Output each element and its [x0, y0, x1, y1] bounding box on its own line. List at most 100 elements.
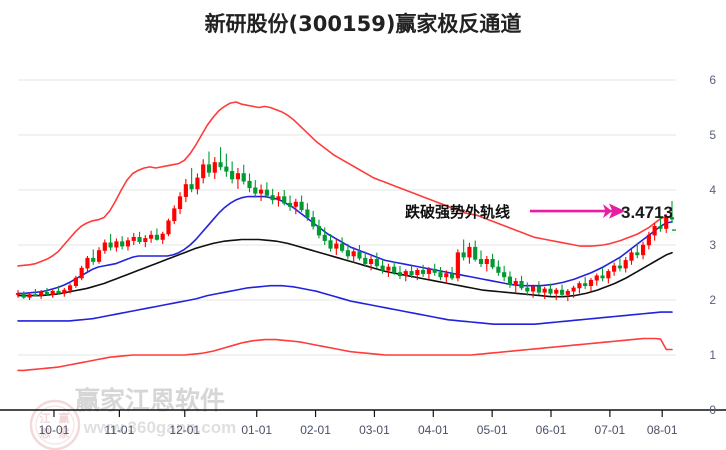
candle-body — [143, 238, 148, 242]
candle-body — [542, 288, 547, 293]
candlestick — [195, 173, 200, 195]
seal-char: 家 — [59, 426, 71, 440]
candle-body — [253, 187, 258, 194]
candle-body — [114, 241, 119, 248]
candlestick — [44, 287, 50, 296]
candlestick — [368, 256, 374, 271]
candlestick — [73, 275, 78, 288]
candlestick — [345, 243, 350, 260]
y-axis-tick-label: 0 — [709, 403, 716, 417]
candlestick — [299, 195, 304, 212]
candle-body — [334, 243, 339, 249]
candlestick — [177, 192, 183, 215]
candle-body — [172, 208, 177, 222]
candle-body — [293, 201, 298, 207]
candlestick — [224, 153, 229, 177]
candlestick — [623, 257, 628, 273]
candle-body — [44, 292, 50, 295]
candle-body — [15, 293, 21, 295]
seal-char: 恩 — [40, 427, 51, 440]
candlestick — [79, 265, 84, 281]
candle-body — [195, 177, 200, 190]
candlestick — [305, 203, 310, 221]
candlestick — [340, 237, 345, 253]
candlestick — [68, 283, 73, 294]
candle-body — [623, 260, 628, 269]
candle-body — [206, 164, 212, 173]
candle-body — [536, 286, 541, 293]
candlestick — [531, 284, 536, 298]
candle-body — [316, 226, 322, 236]
candlestick — [513, 278, 518, 294]
annotation-text: 跌破强势外轨线 — [405, 203, 510, 221]
candlestick — [374, 252, 379, 269]
candlestick — [594, 273, 599, 286]
candle-body — [311, 217, 316, 227]
candlestick — [612, 262, 617, 276]
candlestick — [478, 250, 484, 267]
candle-body — [513, 281, 518, 285]
candle-body — [438, 272, 443, 278]
candlestick — [583, 276, 588, 289]
candlestick — [525, 282, 530, 296]
candle-body — [646, 234, 651, 246]
candlestick — [50, 289, 55, 298]
candlestick — [276, 192, 281, 207]
candlestick — [554, 287, 559, 300]
candle-body — [56, 290, 61, 294]
candlestick — [559, 284, 565, 297]
candle-body — [340, 243, 345, 251]
candle-body — [241, 173, 246, 182]
candle-body — [270, 195, 275, 201]
candlestick — [154, 228, 159, 241]
candlestick — [125, 237, 131, 251]
candlestick — [565, 289, 570, 302]
candlestick — [328, 234, 333, 252]
candlestick — [137, 231, 142, 244]
candlestick — [409, 265, 414, 278]
candlestick — [183, 179, 188, 203]
candle-body — [120, 241, 125, 247]
candle-body — [201, 164, 206, 179]
y-axis-tick-label: 6 — [709, 73, 716, 87]
candlestick — [380, 259, 385, 274]
candle-body — [276, 196, 281, 201]
seal-inner-ring — [35, 405, 75, 445]
candlestick — [166, 218, 171, 237]
candlestick — [577, 281, 582, 294]
candle-body — [299, 201, 304, 211]
candle-body — [79, 267, 84, 279]
candle-body — [421, 270, 426, 274]
candlestick — [131, 232, 136, 245]
seal-outer-ring — [29, 399, 81, 450]
candle-body — [484, 259, 489, 265]
candlestick — [287, 195, 293, 211]
candle-body — [177, 196, 183, 210]
candle-body — [149, 234, 154, 239]
candlestick — [334, 239, 339, 255]
candlestick — [392, 261, 397, 275]
candlestick — [206, 151, 212, 177]
candlestick — [108, 234, 113, 251]
candle-body — [554, 289, 559, 294]
candle-body — [374, 259, 379, 267]
candle-body — [137, 237, 142, 243]
candlestick — [149, 230, 154, 243]
candlestick — [606, 269, 611, 284]
candlestick — [542, 286, 547, 299]
x-axis-tick-label: 10-01 — [39, 423, 70, 437]
band-line-强势外轨线 — [17, 101, 673, 267]
candle-body — [583, 283, 588, 287]
candlestick — [403, 269, 408, 282]
x-axis-tick-label: 03-01 — [359, 423, 390, 437]
candlestick — [322, 227, 327, 245]
candle-body — [224, 166, 229, 172]
candlestick — [415, 268, 420, 281]
price-marker-icon — [603, 204, 612, 219]
candle-body — [612, 265, 617, 272]
candle-body — [305, 209, 310, 218]
candle-body — [531, 286, 536, 292]
candle-body — [328, 240, 333, 249]
candle-body — [345, 250, 350, 257]
